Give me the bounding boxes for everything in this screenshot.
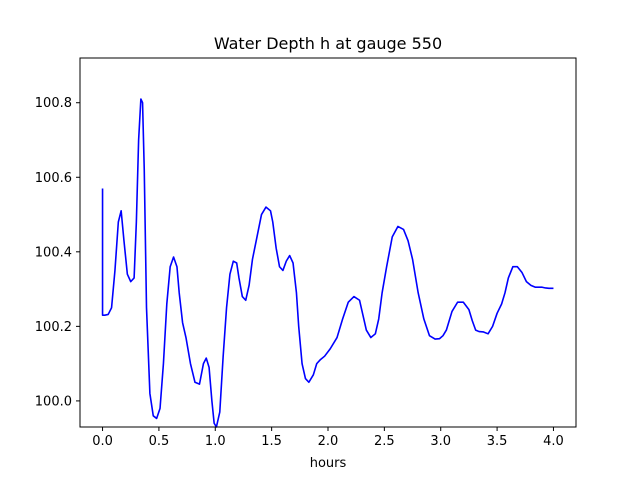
series-line-1 (101, 98, 554, 428)
y-tick-label: 100.0 (35, 394, 72, 409)
x-tick-label: 3.5 (487, 434, 508, 449)
x-tick-label: 1.0 (205, 434, 226, 449)
y-tick-label: 100.6 (35, 171, 72, 186)
x-tick-label: 2.0 (318, 434, 339, 449)
chart-title: Water Depth h at gauge 550 (214, 34, 442, 53)
y-tick-label: 100.8 (35, 96, 72, 111)
x-tick-label: 3.0 (430, 434, 451, 449)
x-tick-label: 1.5 (261, 434, 282, 449)
y-tick-label: 100.4 (35, 245, 72, 260)
x-tick-label: 0.5 (149, 434, 170, 449)
y-tick-label: 100.2 (35, 320, 72, 335)
plot-area: 0.0 0.5 1.0 1.5 2.0 2.5 3.0 3.5 4.0 100.0 100.2 100… (35, 57, 577, 449)
x-tick-label: 4.0 (543, 434, 564, 449)
x-tick-label: 2.5 (374, 434, 395, 449)
x-tick-label: 0.0 (92, 434, 113, 449)
x-axis-label: hours (310, 456, 347, 471)
plot-frame (79, 57, 577, 428)
